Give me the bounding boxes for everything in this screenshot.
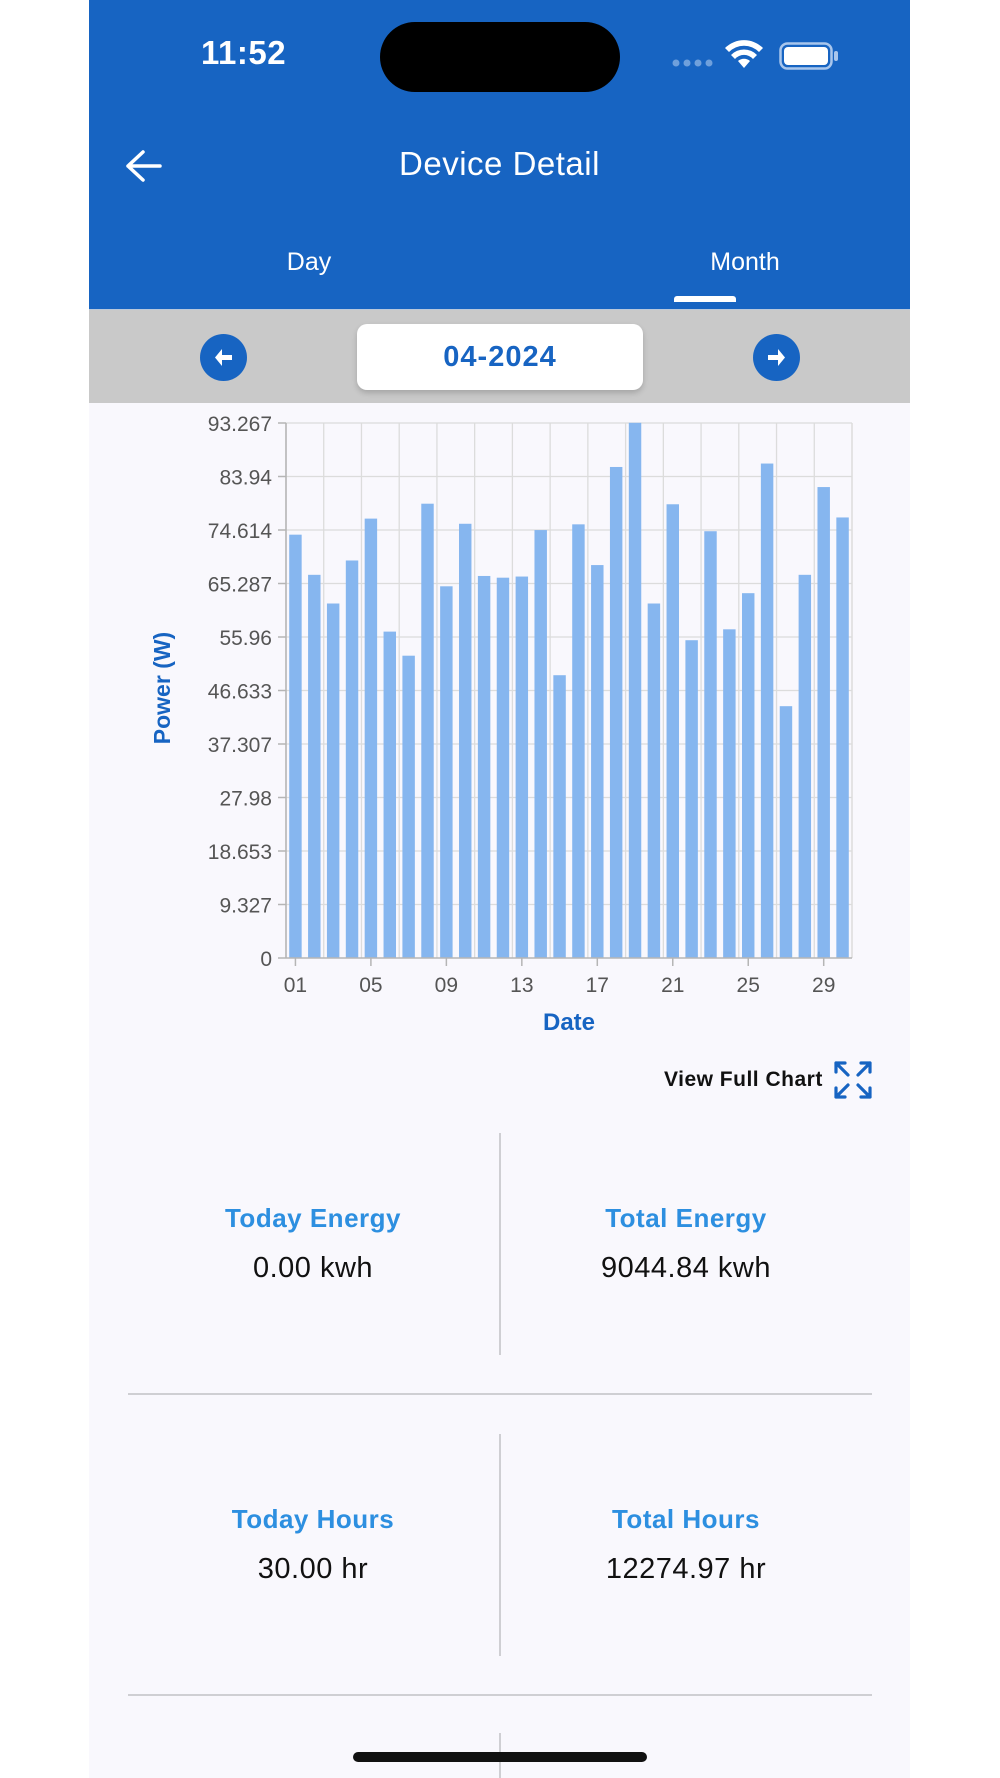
power-bar-chart: 0 9.327 18.653 27.98 37.307 46.633 55.96 65.287… [149,413,853,1036]
bar-09 [440,586,453,958]
bar-07 [402,655,415,958]
bar-13 [515,576,529,958]
y-tick-label: 74.614 [208,520,273,543]
total-energy-label: Total Energy [605,1203,767,1233]
bar-28 [798,574,812,958]
bar-06 [383,631,396,958]
bar-15 [553,675,566,958]
tab-month[interactable]: Month [710,248,780,276]
x-tick-label: 25 [737,974,760,997]
bar-25 [742,593,755,958]
x-tick-label: 05 [359,974,382,997]
x-tick-label: 21 [661,974,684,997]
page-title: Device Detail [399,145,600,182]
stats-row-divider [128,1694,872,1696]
bar-24 [723,629,736,958]
y-tick-label: 0 [260,948,272,971]
view-full-chart-label: View Full Chart [664,1068,823,1091]
tab-day[interactable]: Day [286,248,332,276]
x-tick-label: 09 [435,974,458,997]
cellular-signal-icon [672,59,713,67]
bar-26 [760,463,774,958]
today-hours-value: 30.00 hr [257,1553,369,1585]
bar-27 [779,706,793,958]
chart-bars [289,422,849,959]
y-tick-label: 46.633 [208,681,272,704]
home-indicator [353,1752,647,1762]
bar-10 [459,523,472,958]
app-header: 11:52 Device Detail Day Month [89,0,910,309]
bar-02 [308,574,321,958]
view-full-chart-button[interactable]: View Full Chart [664,1060,873,1100]
stats-column-divider [499,1434,501,1656]
stats-column-divider [499,1133,501,1355]
app-screen: 11:52 Device Detail Day Month [89,0,910,1778]
bar-20 [647,603,661,958]
y-tick-label: 65.287 [208,574,272,597]
bar-21 [666,504,679,958]
today-hours-label: Today Hours [231,1504,395,1534]
chart-axes: 0 9.327 18.653 27.98 37.307 46.633 55.96 65.287… [208,413,852,997]
bar-22 [685,640,698,958]
arrow-left-icon [215,349,232,366]
x-tick-label: 17 [586,974,609,997]
x-axis-label: Date [543,1009,595,1036]
active-tab-indicator [674,296,736,302]
total-energy-value: 9044.84 kwh [601,1252,771,1284]
bar-18 [609,466,623,958]
wifi-icon [725,40,763,68]
date-selector-bar: 04-2024 [89,309,910,403]
bar-19 [628,422,642,959]
bar-08 [421,503,434,958]
bar-12 [496,577,510,958]
back-arrow-icon[interactable] [123,148,163,184]
bar-16 [572,524,585,958]
y-tick-label: 55.96 [219,627,272,650]
expand-icon [834,1061,872,1099]
today-energy-label: Today Energy [224,1203,401,1233]
stats-row-divider [128,1393,872,1395]
date-picker-field[interactable]: 04-2024 [357,324,643,390]
bar-14 [534,530,547,958]
y-tick-label: 83.94 [219,467,272,490]
dynamic-island [380,22,620,92]
y-tick-label: 18.653 [208,841,272,864]
y-tick-label: 27.98 [219,788,272,811]
total-hours-label: Total Hours [611,1504,761,1534]
bar-30 [836,517,849,958]
total-hours-value: 12274.97 hr [605,1553,767,1585]
y-tick-label: 9.327 [219,895,272,918]
today-energy-value: 0.00 kwh [252,1252,374,1284]
previous-month-button[interactable] [200,334,247,381]
bar-03 [326,603,340,958]
y-axis-label: Power (W) [149,632,175,744]
status-time: 11:52 [201,34,287,71]
y-tick-label: 93.267 [208,413,272,436]
y-tick-label: 37.307 [208,734,272,757]
bar-04 [345,560,359,958]
x-tick-label: 29 [812,974,835,997]
x-tick-label: 01 [284,974,307,997]
bar-11 [477,575,491,958]
x-tick-label: 13 [510,974,533,997]
battery-icon [779,42,838,70]
bar-17 [591,565,604,958]
chart-grid [286,422,853,958]
arrow-right-icon [768,349,785,366]
bar-05 [364,518,378,958]
bar-23 [704,531,717,958]
next-month-button[interactable] [753,334,800,381]
bar-29 [817,487,830,958]
bar-01 [289,534,302,958]
